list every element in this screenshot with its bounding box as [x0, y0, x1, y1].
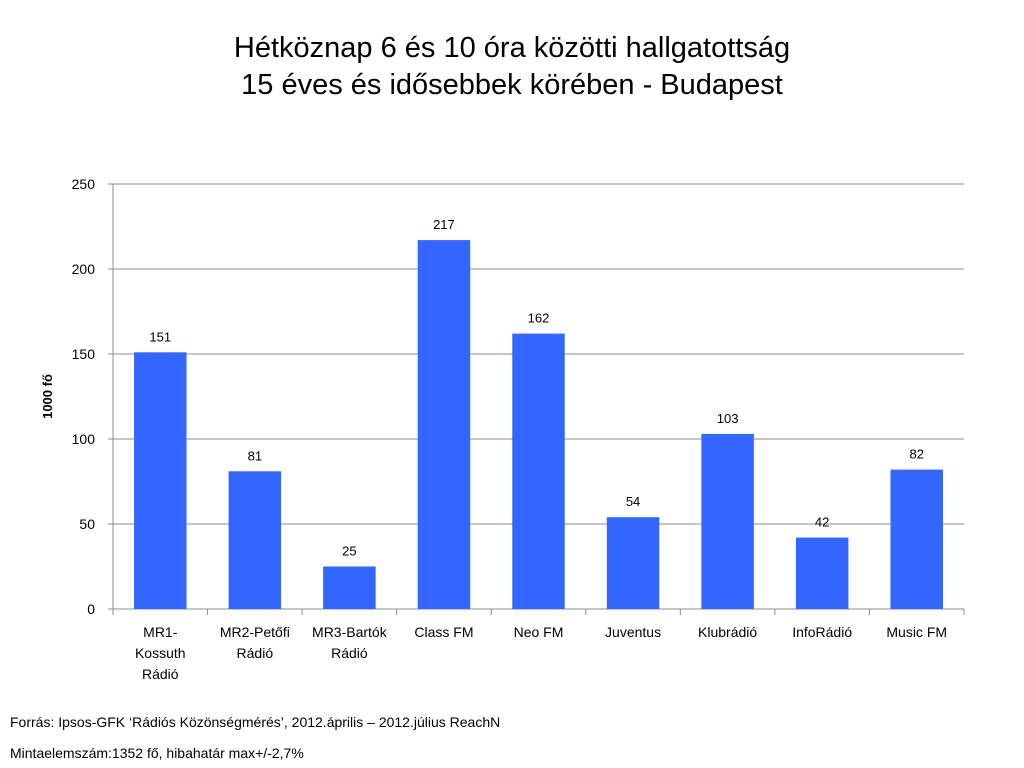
category-label: MR3-Bartók Rádió — [312, 624, 388, 661]
category-label-line: MR2-Petőfi — [220, 624, 290, 640]
y-tick-label: 150 — [72, 346, 96, 362]
y-tick-label: 50 — [79, 516, 95, 532]
category-label-line: Klubrádió — [698, 624, 757, 640]
data-label: 217 — [433, 217, 455, 232]
category-label: Music FM — [886, 624, 947, 640]
category-label: InfoRádió — [792, 624, 852, 640]
bar — [417, 240, 471, 609]
bar-chart: 0 50 100 150 200 250 1000 fő 151 MR1- Kossuth Rádi… — [40, 176, 965, 682]
data-label: 54 — [626, 494, 640, 509]
category-label-line: Music FM — [886, 624, 947, 640]
chart-title-line-2: 15 éves és idősebbek körében - Budapest — [241, 69, 783, 101]
category-label-line: Rádió — [237, 645, 274, 661]
sample-note: Mintaelemszám:1352 fő, hibahatár max+/-2… — [10, 745, 304, 761]
category-label-line: Kossuth — [135, 645, 186, 661]
category-label: MR2-Petőfi Rádió — [220, 624, 290, 661]
data-label: 25 — [342, 544, 356, 559]
bar — [795, 537, 849, 609]
bar — [228, 471, 282, 609]
category-label-line: Neo FM — [514, 624, 564, 640]
category-label-line: MR1- — [143, 624, 178, 640]
category-label: MR1- Kossuth Rádió — [135, 624, 186, 682]
category-label-line: Class FM — [414, 624, 473, 640]
data-label: 82 — [909, 447, 923, 462]
data-label: 103 — [717, 411, 739, 426]
category-label: Neo FM — [514, 624, 564, 640]
bar — [323, 566, 376, 609]
data-label: 162 — [528, 311, 550, 326]
bar — [890, 469, 943, 609]
data-label: 42 — [815, 515, 829, 530]
category-label-line: InfoRádió — [792, 624, 852, 640]
chart-title: Hétköznap 6 és 10 óra közötti hallgatott… — [0, 30, 1024, 104]
bar — [606, 517, 660, 609]
bar — [512, 333, 565, 609]
category-label: Klubrádió — [698, 624, 757, 640]
y-tick-label: 100 — [72, 431, 96, 447]
y-tick-label: 200 — [72, 261, 96, 277]
y-tick-label: 250 — [72, 176, 96, 192]
category-label-line: MR3-Bartók — [312, 624, 388, 640]
source-note: Forrás: Ipsos-GFK ‘Rádiós Közönségmérés’… — [10, 714, 501, 730]
bar — [134, 352, 187, 609]
y-axis-label: 1000 fő — [40, 374, 55, 419]
chart-title-line-1: Hétköznap 6 és 10 óra közötti hallgatott… — [233, 32, 791, 64]
category-label: Class FM — [414, 624, 473, 640]
category-label-line: Juventus — [605, 624, 661, 640]
data-label: 151 — [149, 329, 171, 344]
bar — [701, 433, 754, 609]
data-label: 81 — [248, 448, 262, 463]
category-label-line: Rádió — [331, 645, 368, 661]
category-label: Juventus — [605, 624, 661, 640]
category-label-line: Rádió — [142, 666, 179, 682]
y-tick-label: 0 — [87, 601, 95, 617]
